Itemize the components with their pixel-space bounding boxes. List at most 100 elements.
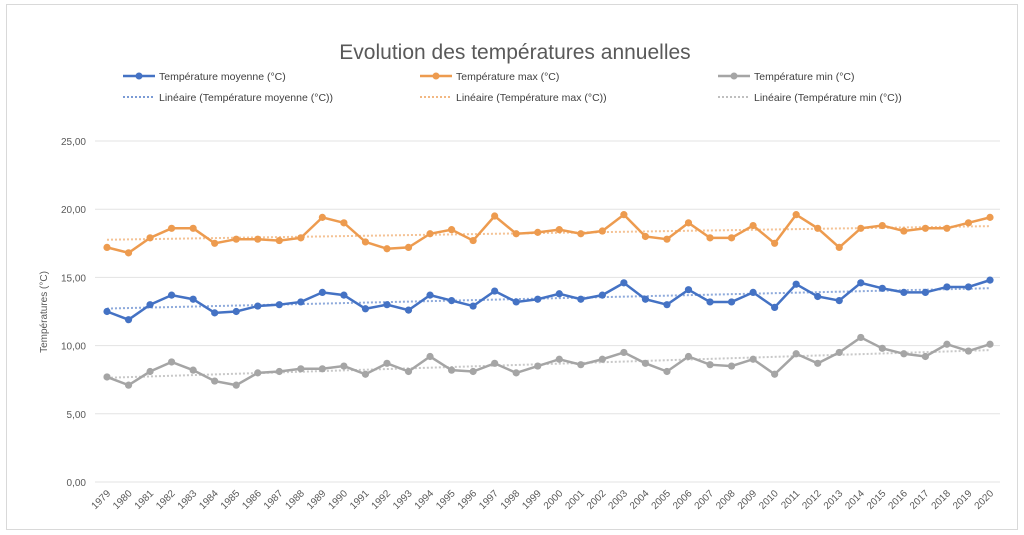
data-point bbox=[620, 348, 628, 357]
y-tick-label: 5,00 bbox=[67, 410, 87, 421]
data-point bbox=[835, 296, 843, 305]
x-tick-label: 2019 bbox=[951, 488, 975, 512]
series-line-0 bbox=[106, 278, 991, 322]
legend-marker-icon bbox=[432, 72, 440, 80]
data-point bbox=[254, 302, 262, 310]
data-point bbox=[340, 291, 348, 299]
data-point bbox=[297, 298, 305, 306]
data-point bbox=[404, 243, 413, 251]
y-tick-labels: 0,00 5,00 10,00 15,00 20,00 25,00 bbox=[61, 137, 86, 489]
x-tick-label: 2005 bbox=[650, 488, 674, 512]
data-point bbox=[964, 219, 973, 227]
data-point bbox=[469, 367, 477, 376]
x-tick-label: 2012 bbox=[800, 488, 824, 512]
data-point bbox=[835, 348, 843, 357]
data-point bbox=[447, 366, 456, 374]
series-line-2 bbox=[106, 335, 991, 387]
data-point bbox=[555, 290, 563, 298]
data-point bbox=[103, 243, 111, 251]
x-tick-label: 2020 bbox=[973, 488, 997, 512]
data-point bbox=[727, 298, 736, 306]
data-point bbox=[512, 369, 520, 377]
data-point bbox=[189, 366, 197, 374]
x-tick-label: 2008 bbox=[714, 488, 738, 512]
data-point bbox=[857, 333, 865, 342]
x-tick-label: 1984 bbox=[197, 488, 221, 512]
data-point bbox=[232, 381, 240, 389]
data-point bbox=[426, 352, 434, 361]
data-point bbox=[900, 288, 908, 297]
data-point bbox=[146, 301, 154, 309]
data-point bbox=[124, 249, 133, 257]
data-point bbox=[727, 362, 736, 370]
legend-entry: Température moyenne (°C) bbox=[159, 71, 286, 83]
data-point bbox=[986, 340, 994, 348]
data-point bbox=[297, 234, 305, 242]
data-point bbox=[168, 358, 176, 366]
x-tick-label: 1998 bbox=[499, 488, 523, 512]
y-tick-label: 25,00 bbox=[61, 137, 86, 148]
x-tick-label: 1996 bbox=[456, 488, 480, 512]
x-tick-label: 2000 bbox=[542, 488, 566, 512]
data-point bbox=[749, 221, 757, 230]
data-point bbox=[124, 316, 133, 324]
data-point bbox=[684, 352, 693, 361]
x-tick-label: 1994 bbox=[413, 488, 437, 512]
data-point bbox=[771, 370, 779, 378]
data-point bbox=[340, 362, 348, 370]
x-tick-label: 1997 bbox=[477, 488, 501, 512]
data-point bbox=[986, 213, 994, 221]
data-point bbox=[404, 306, 413, 314]
data-point bbox=[404, 367, 413, 376]
x-tick-label: 1991 bbox=[348, 488, 372, 512]
data-point bbox=[146, 234, 154, 242]
data-point bbox=[534, 362, 542, 370]
data-point bbox=[792, 211, 800, 219]
data-point bbox=[447, 226, 456, 234]
data-point bbox=[792, 280, 800, 288]
chart-frame bbox=[6, 4, 1018, 530]
x-tick-label: 1982 bbox=[154, 488, 178, 512]
x-tick-label: 2009 bbox=[736, 488, 760, 512]
data-point bbox=[641, 232, 650, 241]
x-tick-label: 1980 bbox=[111, 488, 135, 512]
x-tick-label: 2016 bbox=[886, 488, 910, 512]
data-point bbox=[232, 235, 240, 243]
x-tick-label: 1999 bbox=[520, 488, 544, 512]
data-point bbox=[771, 303, 779, 312]
gridlines bbox=[95, 140, 1000, 483]
y-axis-label: Températures (°C) bbox=[39, 271, 50, 353]
data-point bbox=[103, 373, 111, 381]
data-point bbox=[555, 226, 563, 234]
data-point bbox=[878, 221, 886, 230]
data-point bbox=[857, 279, 865, 287]
x-tick-label: 1992 bbox=[370, 488, 394, 512]
legend-entry: Température max (°C) bbox=[456, 71, 559, 83]
data-point bbox=[512, 298, 520, 306]
data-point bbox=[297, 365, 305, 373]
data-point bbox=[232, 307, 240, 316]
legend-entry: Température min (°C) bbox=[754, 71, 854, 83]
data-point bbox=[598, 227, 606, 235]
data-point bbox=[383, 359, 391, 367]
data-point bbox=[383, 301, 391, 309]
legend-marker-icon bbox=[730, 72, 738, 80]
x-tick-label: 2018 bbox=[930, 488, 954, 512]
data-point bbox=[103, 307, 111, 316]
data-point bbox=[491, 212, 499, 220]
data-point bbox=[577, 295, 585, 303]
data-point bbox=[620, 279, 628, 287]
y-tick-label: 10,00 bbox=[61, 342, 86, 353]
data-point bbox=[275, 236, 283, 245]
x-tick-label: 2003 bbox=[606, 488, 630, 512]
x-tick-label: 2014 bbox=[843, 488, 867, 512]
x-tick-label: 1986 bbox=[240, 488, 264, 512]
data-point bbox=[964, 347, 973, 355]
data-point bbox=[663, 235, 671, 243]
data-point bbox=[857, 224, 865, 232]
data-point bbox=[189, 295, 197, 303]
x-tick-label: 2002 bbox=[585, 488, 609, 512]
data-point bbox=[275, 367, 283, 376]
data-point bbox=[211, 239, 219, 247]
data-point bbox=[598, 291, 606, 299]
